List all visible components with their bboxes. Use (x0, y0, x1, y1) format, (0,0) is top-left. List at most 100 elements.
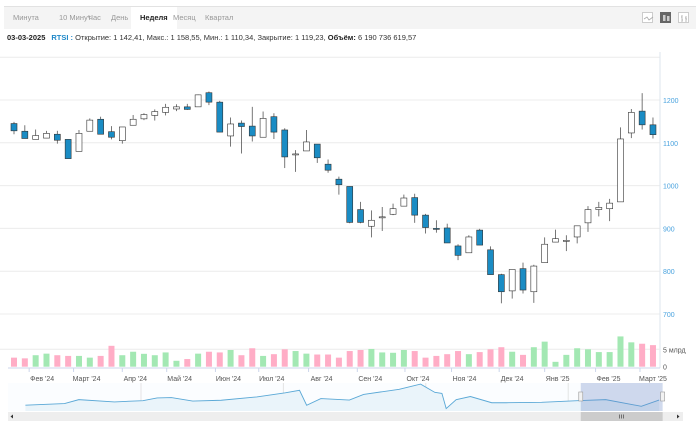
candle (389, 203, 397, 216)
volume-bar (530, 347, 537, 367)
candle (270, 113, 278, 139)
volume-bar (335, 357, 342, 367)
timeframe-tabs: Минута 10 Минут Час День Неделя Месяц Кв… (4, 6, 696, 29)
candle (649, 117, 657, 139)
candle (595, 201, 603, 217)
scrollbar-track[interactable] (8, 412, 683, 421)
volume-bar (130, 351, 137, 367)
volume-bar (314, 354, 321, 367)
candle (216, 100, 224, 133)
ohlc-chart-button[interactable] (678, 12, 689, 23)
candle (400, 194, 408, 207)
volume-bar (43, 353, 50, 367)
scroll-left-arrow-icon[interactable] (10, 414, 14, 419)
x-tick-label: Янв '25 (546, 376, 570, 383)
candle-body (194, 94, 202, 108)
volume-bar (281, 349, 288, 367)
candle-body (476, 229, 483, 246)
candle-body (54, 133, 61, 141)
volume-bar (390, 352, 397, 367)
candle (64, 139, 72, 159)
candle (552, 229, 559, 243)
candle (519, 262, 527, 294)
info-symbol: RTSI : (51, 33, 74, 42)
candle-body (519, 268, 527, 291)
volume-bar (487, 349, 494, 367)
volume-bar (379, 352, 386, 367)
candle (324, 159, 332, 173)
volume-bar (162, 352, 169, 367)
volume-bar (584, 349, 591, 367)
candle (43, 130, 50, 139)
candle (465, 235, 473, 254)
tab-hour[interactable]: Час (88, 13, 101, 22)
x-tick-label: Май '24 (167, 375, 192, 383)
tab-quarter[interactable]: Квартал (205, 13, 234, 22)
candle (119, 126, 126, 144)
candle (97, 116, 104, 135)
volume-bar (292, 351, 299, 367)
candlestick-chart-button[interactable] (660, 12, 671, 23)
volume-bar (552, 361, 559, 367)
candle (108, 126, 115, 140)
candle (411, 193, 419, 223)
navigator-selection[interactable] (580, 383, 663, 411)
candle (238, 120, 245, 154)
candle (346, 186, 354, 224)
scroll-right-arrow-icon[interactable] (677, 414, 680, 419)
volume-bar (346, 351, 353, 367)
volume-bar (411, 351, 418, 367)
volume-bar (205, 351, 212, 367)
ohlc-info-line: 03-03-2025 RTSI : Открытие: 1 142,41, Мак… (7, 33, 416, 42)
y-tick-label: 1100 (663, 141, 678, 148)
navigator-handle-left[interactable] (578, 391, 584, 402)
candle-body (108, 131, 115, 138)
volume-bar (574, 348, 581, 367)
tab-day[interactable]: День (111, 13, 129, 22)
info-volume-value: 6 190 736 619,57 (357, 33, 417, 42)
volume-bar (140, 353, 147, 367)
y-tick-label: 900 (663, 226, 675, 233)
volume-bar (97, 355, 104, 367)
candle (21, 125, 29, 139)
candle (205, 91, 213, 106)
candle-body (86, 119, 94, 132)
info-date: 03-03-2025 (7, 33, 46, 42)
candle-body (346, 186, 354, 223)
candle-body (10, 123, 18, 132)
candle (563, 235, 570, 252)
volume-bar (260, 355, 267, 367)
candle (248, 106, 256, 142)
candle-body (422, 214, 429, 228)
candle-body (443, 227, 451, 244)
volume-bar (649, 345, 656, 367)
candle-body (584, 209, 592, 224)
navigator-handle-right[interactable] (660, 391, 665, 402)
volume-bar (54, 355, 61, 367)
tab-week[interactable]: Неделя (131, 7, 177, 29)
volume-bar (195, 353, 202, 367)
line-chart-icon (643, 16, 654, 21)
line-chart-button[interactable] (642, 12, 654, 23)
volume-bar (119, 355, 126, 367)
candle (151, 109, 159, 121)
volume-bar (65, 355, 72, 367)
x-tick-label: Март '25 (639, 376, 667, 383)
candle-body (75, 133, 83, 152)
tab-month[interactable]: Месяц (173, 13, 196, 22)
candle (303, 129, 310, 152)
candle-body (573, 225, 581, 238)
x-tick-label: Июл '24 (259, 376, 284, 383)
volume-bar (32, 355, 39, 367)
candle-body (563, 240, 570, 242)
tab-10-minutes[interactable]: 10 Минут (59, 13, 92, 22)
volume-bar (303, 353, 310, 367)
volume-bar (357, 349, 364, 367)
candle (606, 198, 613, 222)
tab-minute[interactable]: Минута (13, 13, 39, 22)
candle (530, 264, 538, 303)
candle-body (248, 125, 256, 137)
info-volume-label: Объём: (327, 33, 356, 42)
candle-body (606, 202, 613, 210)
